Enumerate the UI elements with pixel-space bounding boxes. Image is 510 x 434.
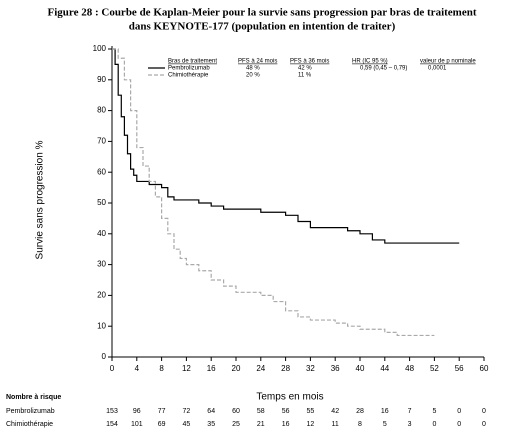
risk-value: 72 xyxy=(183,408,191,415)
risk-value: 96 xyxy=(133,408,141,415)
y-tick-label: 30 xyxy=(97,260,106,269)
risk-value: 0 xyxy=(432,421,436,428)
legend-cell: 48 % xyxy=(246,66,260,72)
legend-header: Bras de traitement xyxy=(168,59,217,65)
chart-title: Figure 28 : Courbe de Kaplan-Meier pour … xyxy=(48,7,477,19)
x-tick-label: 44 xyxy=(380,364,389,373)
legend-cell: 42 % xyxy=(298,66,312,72)
legend-header: valeur de p nominale xyxy=(420,59,476,65)
x-tick-label: 40 xyxy=(356,364,365,373)
x-tick-label: 0 xyxy=(110,364,115,373)
risk-value: 0 xyxy=(482,421,486,428)
risk-value: 16 xyxy=(381,408,389,415)
risk-value: 60 xyxy=(232,408,240,415)
risk-value: 5 xyxy=(432,408,436,415)
risk-value: 7 xyxy=(408,408,412,415)
risk-value: 0 xyxy=(457,421,461,428)
legend-cell: 11 % xyxy=(298,73,312,79)
risk-value: 153 xyxy=(106,408,118,415)
risk-value: 101 xyxy=(131,421,143,428)
risk-value: 56 xyxy=(282,408,290,415)
risk-value: 55 xyxy=(307,408,315,415)
risk-value: 28 xyxy=(356,408,364,415)
x-tick-label: 16 xyxy=(207,364,216,373)
risk-value: 3 xyxy=(408,421,412,428)
x-tick-label: 12 xyxy=(182,364,191,373)
y-tick-label: 70 xyxy=(97,137,106,146)
risk-value: 21 xyxy=(257,421,265,428)
x-tick-label: 24 xyxy=(256,364,265,373)
x-tick-label: 36 xyxy=(331,364,340,373)
risk-title: Nombre à risque xyxy=(6,394,61,401)
y-axis-label: Survie sans progression % xyxy=(35,140,46,259)
km-curve xyxy=(112,48,460,244)
risk-value: 64 xyxy=(207,408,215,415)
x-tick-label: 48 xyxy=(405,364,414,373)
y-tick-label: 100 xyxy=(93,44,107,53)
risk-value: 12 xyxy=(307,421,315,428)
risk-value: 77 xyxy=(158,408,166,415)
x-tick-label: 28 xyxy=(281,364,290,373)
risk-value: 11 xyxy=(332,421,339,428)
risk-value: 69 xyxy=(158,421,166,428)
y-tick-label: 50 xyxy=(97,198,106,207)
risk-value: 45 xyxy=(183,421,191,428)
legend-label: Chimiothérapie xyxy=(168,73,209,79)
legend-label: Pembrolizumab xyxy=(168,66,210,72)
y-tick-label: 60 xyxy=(97,167,106,176)
x-tick-label: 4 xyxy=(135,364,140,373)
risk-value: 35 xyxy=(207,421,215,428)
legend-cell: 20 % xyxy=(246,73,260,79)
y-tick-label: 20 xyxy=(97,291,106,300)
x-tick-label: 52 xyxy=(430,364,439,373)
risk-value: 154 xyxy=(106,421,118,428)
risk-value: 16 xyxy=(282,421,290,428)
risk-value: 42 xyxy=(331,408,339,415)
legend-cell: 0,0001 xyxy=(428,66,447,72)
y-tick-label: 90 xyxy=(97,75,106,84)
risk-value: 5 xyxy=(383,421,387,428)
risk-value: 25 xyxy=(232,421,240,428)
x-tick-label: 32 xyxy=(306,364,315,373)
x-tick-label: 8 xyxy=(159,364,164,373)
risk-label: Chimiothérapie xyxy=(6,421,53,428)
legend-header: PFS à 36 mois xyxy=(290,59,329,65)
risk-value: 0 xyxy=(457,408,461,415)
km-curve xyxy=(112,48,435,337)
legend-cell: 0,59 (0,45 – 0,79) xyxy=(360,66,407,72)
y-tick-label: 40 xyxy=(97,229,106,238)
legend-header: HR (IC 95 %) xyxy=(352,59,388,65)
risk-label: Pembrolizumab xyxy=(6,408,55,415)
risk-value: 58 xyxy=(257,408,265,415)
x-tick-label: 60 xyxy=(480,364,489,373)
risk-value: 0 xyxy=(482,408,486,415)
risk-value: 8 xyxy=(358,421,362,428)
legend-header: PFS à 24 mois xyxy=(238,59,277,65)
x-axis-label: Temps en mois xyxy=(256,392,323,403)
chart-title: dans KEYNOTE-177 (population en intentio… xyxy=(129,21,396,33)
x-tick-label: 20 xyxy=(232,364,241,373)
y-tick-label: 10 xyxy=(97,321,106,330)
y-tick-label: 0 xyxy=(102,352,107,361)
y-tick-label: 80 xyxy=(97,106,106,115)
x-tick-label: 56 xyxy=(455,364,464,373)
